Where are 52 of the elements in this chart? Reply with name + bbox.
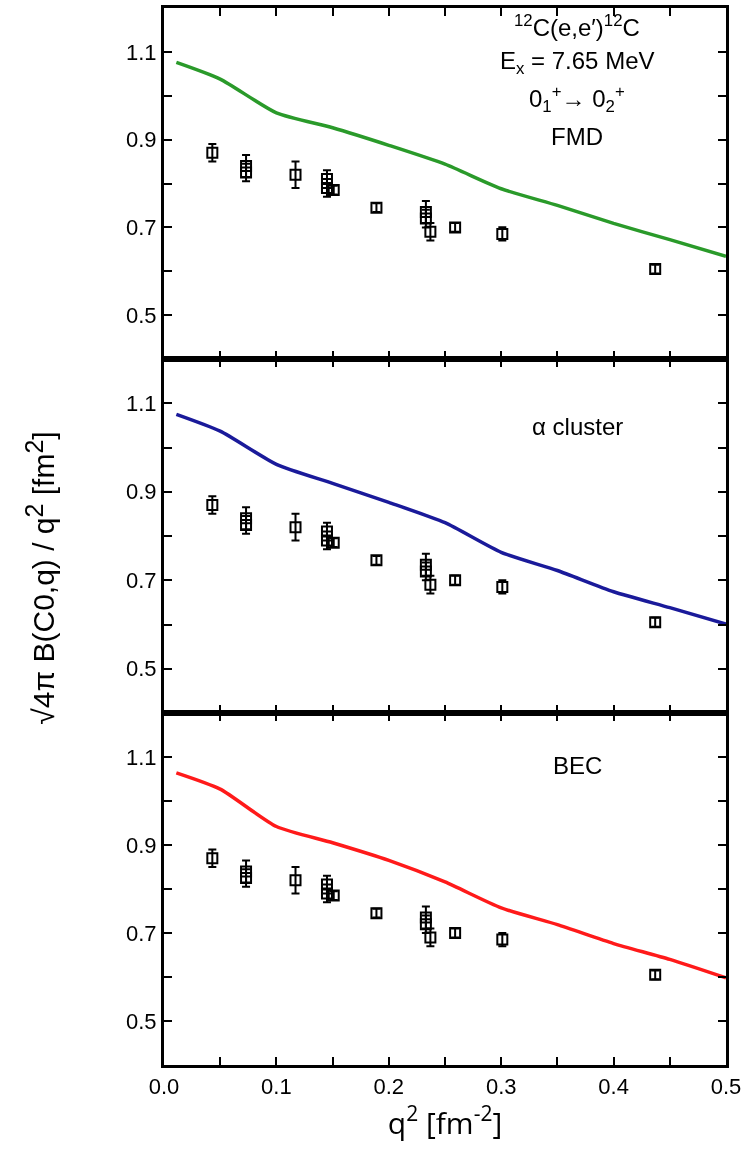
y-tick-label: 1.1 xyxy=(126,390,157,416)
y-tick-label: 0.5 xyxy=(126,656,157,682)
y-tick-label: 0.9 xyxy=(126,127,157,153)
y-tick-label: 0.5 xyxy=(126,1008,157,1034)
point xyxy=(206,499,219,512)
point xyxy=(320,534,333,547)
point xyxy=(320,181,333,194)
point xyxy=(320,878,333,891)
point xyxy=(240,872,253,884)
point xyxy=(289,874,302,887)
annotation: α cluster xyxy=(532,413,624,440)
point xyxy=(320,887,333,900)
point xyxy=(240,166,253,179)
point xyxy=(206,852,219,865)
x-tick-label: 0.3 xyxy=(485,1074,517,1100)
point xyxy=(206,146,219,159)
point xyxy=(240,159,253,172)
point xyxy=(419,565,432,578)
annotation: E$_{x}$ = 7.65 MeV xyxy=(500,47,655,79)
x-tick-label: 0.0 xyxy=(148,1074,180,1100)
line-series xyxy=(174,412,726,626)
x-tick-label: 0.2 xyxy=(373,1074,405,1100)
point xyxy=(289,168,302,181)
annotation: FMD xyxy=(551,123,603,150)
annotation: BEC xyxy=(553,752,603,779)
point xyxy=(240,518,253,531)
point xyxy=(289,521,302,534)
point xyxy=(240,512,253,525)
point xyxy=(419,212,432,225)
x-tick-label: 0.4 xyxy=(598,1074,629,1100)
y-tick-label: 0.7 xyxy=(126,920,157,946)
x-axis-title: q$^{2}$ [fm$^{-2}$] xyxy=(387,1099,503,1143)
annotation: $^{12}$C(e,e′)$^{12}$C xyxy=(514,11,640,42)
y-tick-label: 0.5 xyxy=(126,302,157,328)
point xyxy=(419,206,432,219)
point xyxy=(419,558,432,571)
y-tick-label: 0.7 xyxy=(126,567,157,593)
point xyxy=(419,911,432,924)
x-tick-label: 0.5 xyxy=(710,1074,742,1100)
point xyxy=(424,931,437,944)
point xyxy=(424,578,437,591)
y-tick-label: 1.1 xyxy=(126,39,157,65)
y-tick-label: 1.1 xyxy=(126,744,157,770)
y-tick-label: 0.9 xyxy=(126,832,157,858)
x-tick-label: 0.1 xyxy=(261,1074,292,1100)
y-tick-label: 0.9 xyxy=(126,479,157,505)
point xyxy=(320,173,333,186)
point xyxy=(424,225,437,238)
point xyxy=(419,918,432,931)
point xyxy=(240,865,253,878)
y-tick-label: 0.7 xyxy=(126,215,157,241)
point xyxy=(320,525,333,538)
